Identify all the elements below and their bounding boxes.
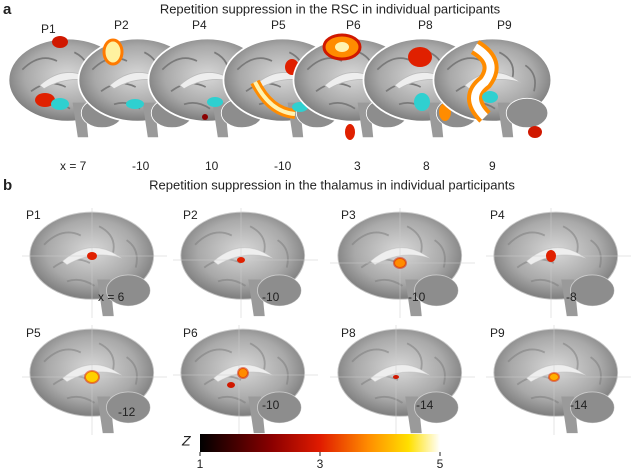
panel-title: Repetition suppression in the RSC in ind… [160,1,501,16]
coordinate-label: x = 7 [60,159,87,173]
colorbar-label: Z [181,433,191,449]
coordinate-label: -10 [274,159,292,173]
colorbar-tick-label: 5 [437,457,444,471]
coordinate-label: -12 [118,405,136,419]
participant-label: P1 [41,22,56,36]
coordinate-label: -8 [566,290,577,304]
panel-title: Repetition suppression in the thalamus i… [149,177,515,192]
coordinate-label: 3 [354,159,361,173]
participant-label: P8 [341,326,356,340]
coordinate-label: -10 [132,159,150,173]
coordinate-label: 8 [423,159,430,173]
coordinate-label: x = 6 [98,290,125,304]
participant-label: P6 [183,326,198,340]
coordinate-label: 10 [205,159,219,173]
coordinate-label: -10 [262,290,280,304]
panel-letter: a [3,1,12,18]
participant-label: P1 [26,208,41,222]
coordinate-label: -14 [570,398,588,412]
participant-label: P5 [271,18,286,32]
panel-letter: b [3,177,12,194]
participant-label: P8 [418,18,433,32]
coordinate-label: -10 [262,398,280,412]
coordinate-label: -10 [408,290,426,304]
participant-label: P4 [192,18,207,32]
colorbar-tick-label: 1 [197,457,204,471]
coordinate-label: -14 [416,398,434,412]
rsc-slices [7,33,553,140]
colorbar [200,434,440,452]
participant-label: P6 [346,18,361,32]
participant-label: P9 [497,18,512,32]
participant-label: P2 [183,208,198,222]
colorbar-tick-label: 3 [317,457,324,471]
participant-label: P9 [490,326,505,340]
participant-label: P3 [341,208,356,222]
coordinate-label: 9 [489,159,496,173]
thalamus-slices [22,208,631,435]
colorbar-ticks: 1 3 5 [197,452,444,471]
participant-label: P5 [26,326,41,340]
participant-label: P4 [490,208,505,222]
participant-label: P2 [114,18,129,32]
